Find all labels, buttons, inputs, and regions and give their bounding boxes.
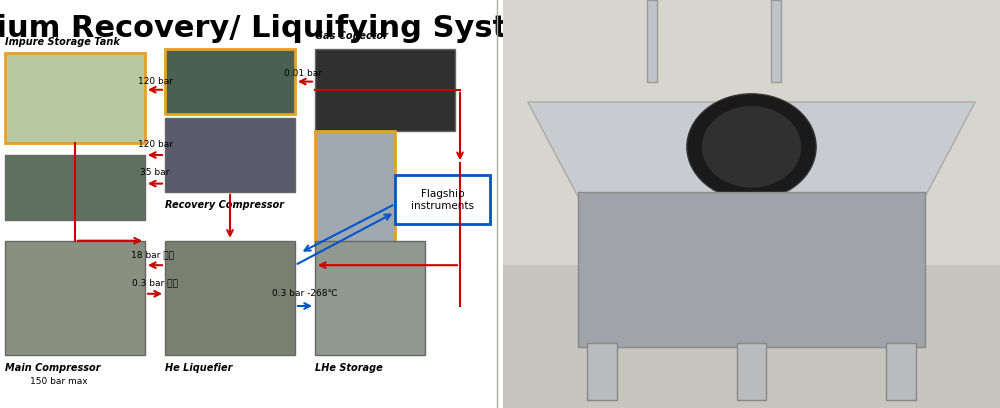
Bar xyxy=(165,241,295,355)
Text: 18 bar 상온: 18 bar 상온 xyxy=(131,250,174,259)
Circle shape xyxy=(702,106,801,188)
Bar xyxy=(315,131,395,245)
Text: 0.01 bar: 0.01 bar xyxy=(284,69,322,78)
Circle shape xyxy=(687,94,816,200)
Bar xyxy=(315,49,455,131)
Bar xyxy=(503,265,1000,408)
Text: Helium Recovery/ Liquifying System: Helium Recovery/ Liquifying System xyxy=(0,14,560,43)
Bar xyxy=(395,175,490,224)
Text: Main Compressor: Main Compressor xyxy=(5,363,100,373)
Bar xyxy=(165,118,295,192)
Bar xyxy=(886,343,916,400)
Text: 120 bar: 120 bar xyxy=(138,77,173,86)
Text: Flagship
instruments: Flagship instruments xyxy=(411,189,474,211)
Polygon shape xyxy=(528,102,975,196)
Text: 0.3 bar -268℃: 0.3 bar -268℃ xyxy=(272,289,338,298)
Text: 120 bar: 120 bar xyxy=(138,140,173,149)
Bar xyxy=(771,0,781,82)
Text: 35 bar: 35 bar xyxy=(140,169,170,177)
Bar xyxy=(587,343,617,400)
Text: Impure Storage Tank: Impure Storage Tank xyxy=(5,37,120,47)
Text: Gas Collector: Gas Collector xyxy=(315,31,388,41)
Bar xyxy=(503,0,1000,265)
Bar xyxy=(5,53,145,143)
Bar xyxy=(737,343,766,400)
Text: He Liquefier: He Liquefier xyxy=(165,363,232,373)
Bar xyxy=(647,0,657,82)
Text: LHe Storage: LHe Storage xyxy=(315,363,383,373)
Bar xyxy=(315,241,425,355)
Bar xyxy=(578,192,925,347)
Bar xyxy=(5,241,145,355)
Bar xyxy=(5,155,145,220)
Text: 0.3 bar 상온: 0.3 bar 상온 xyxy=(132,279,178,288)
Bar xyxy=(165,49,295,114)
Text: 150 bar max: 150 bar max xyxy=(30,377,88,386)
Text: Recovery Compressor: Recovery Compressor xyxy=(165,200,284,210)
